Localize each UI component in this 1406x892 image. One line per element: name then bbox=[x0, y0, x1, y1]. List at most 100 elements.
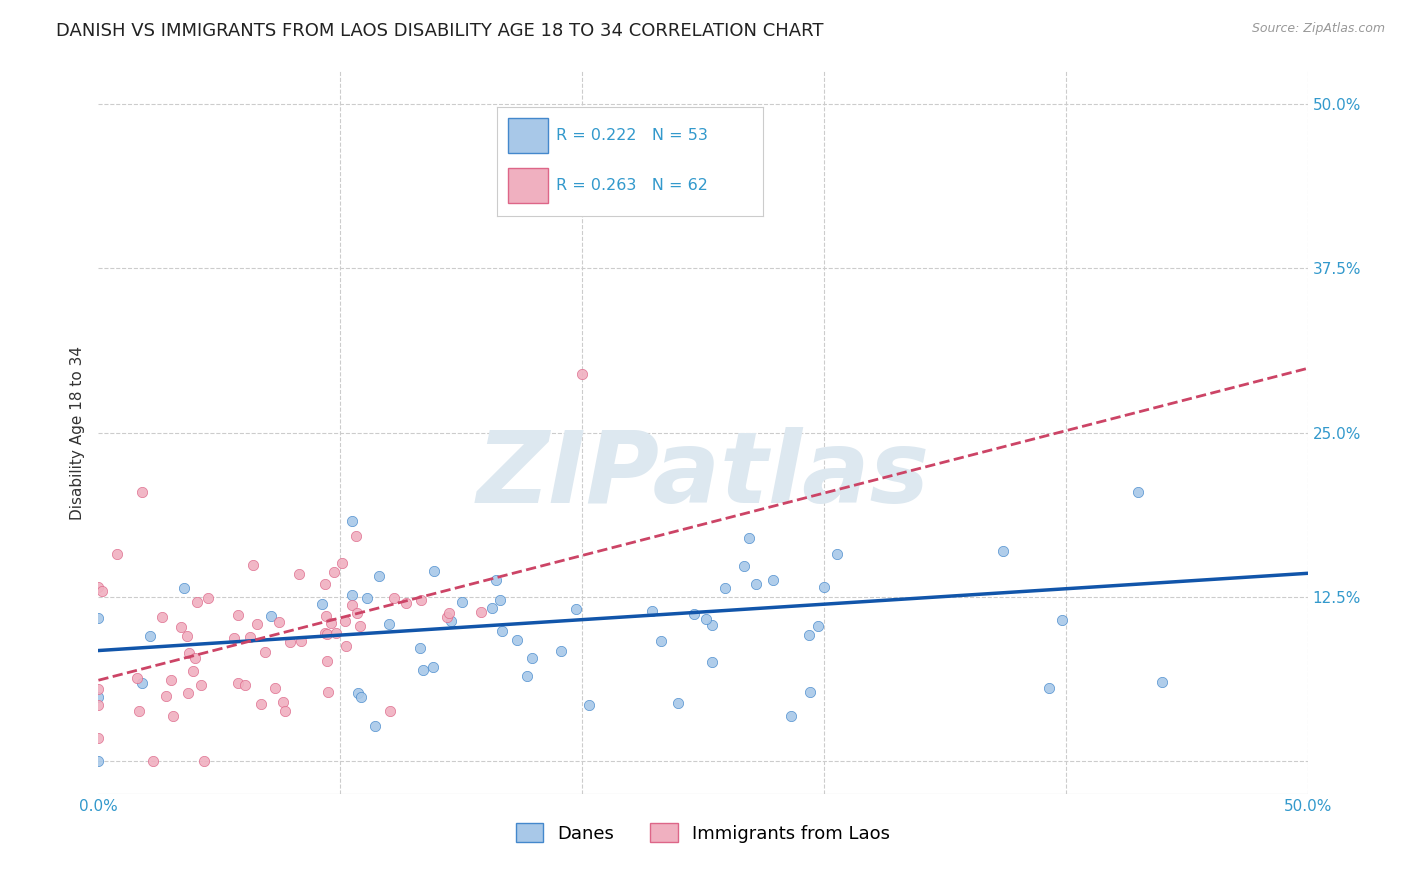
Point bbox=[346, 606, 368, 620]
Point bbox=[340, 589, 363, 603]
Point bbox=[733, 558, 755, 573]
Point bbox=[700, 618, 723, 632]
Point bbox=[1038, 681, 1060, 695]
Point bbox=[347, 686, 370, 700]
Point bbox=[450, 595, 472, 609]
Point bbox=[350, 690, 373, 704]
Point bbox=[314, 577, 336, 591]
Point bbox=[578, 698, 600, 712]
Point bbox=[87, 611, 110, 625]
Point bbox=[491, 624, 513, 638]
Point bbox=[127, 671, 149, 685]
Point bbox=[314, 625, 336, 640]
Point bbox=[516, 669, 538, 683]
Point bbox=[699, 202, 721, 217]
Point bbox=[278, 634, 301, 648]
Point bbox=[226, 608, 249, 623]
Point bbox=[249, 697, 271, 711]
Point bbox=[323, 565, 346, 579]
Point bbox=[378, 704, 401, 718]
Point bbox=[239, 631, 262, 645]
Point bbox=[254, 644, 277, 658]
Point bbox=[666, 697, 689, 711]
Point bbox=[288, 567, 311, 582]
Point bbox=[470, 605, 492, 619]
Point bbox=[738, 531, 761, 545]
Point bbox=[311, 597, 333, 611]
Point bbox=[87, 698, 110, 712]
Point bbox=[222, 631, 245, 645]
Point bbox=[190, 678, 212, 692]
Point bbox=[290, 634, 312, 648]
Text: ZIPatlas: ZIPatlas bbox=[477, 427, 929, 524]
Point bbox=[713, 581, 735, 595]
Point bbox=[105, 547, 128, 561]
Point bbox=[183, 651, 205, 665]
Point bbox=[378, 616, 401, 631]
Point bbox=[506, 632, 529, 647]
Point bbox=[695, 612, 717, 626]
Point bbox=[745, 576, 768, 591]
Point bbox=[271, 695, 294, 709]
Text: DANISH VS IMMIGRANTS FROM LAOS DISABILITY AGE 18 TO 34 CORRELATION CHART: DANISH VS IMMIGRANTS FROM LAOS DISABILIT… bbox=[56, 22, 824, 40]
Point bbox=[142, 754, 165, 768]
Point bbox=[550, 644, 572, 658]
Point bbox=[799, 628, 821, 642]
Point bbox=[267, 615, 290, 630]
Y-axis label: Disability Age 18 to 34: Disability Age 18 to 34 bbox=[70, 345, 86, 520]
Legend: Danes, Immigrants from Laos: Danes, Immigrants from Laos bbox=[509, 816, 897, 850]
Point bbox=[411, 593, 433, 607]
Point bbox=[489, 592, 512, 607]
Point bbox=[437, 606, 460, 620]
Point bbox=[412, 664, 434, 678]
Point bbox=[162, 709, 184, 723]
Point bbox=[264, 681, 287, 695]
Point bbox=[169, 620, 191, 634]
Point bbox=[150, 610, 173, 624]
Point bbox=[128, 704, 150, 718]
Point bbox=[409, 641, 432, 656]
Point bbox=[226, 675, 249, 690]
Point bbox=[436, 610, 458, 624]
Point bbox=[274, 705, 297, 719]
Point bbox=[131, 484, 153, 499]
Point bbox=[422, 660, 444, 674]
Point bbox=[520, 650, 543, 665]
Point bbox=[87, 681, 110, 696]
Point bbox=[242, 558, 264, 572]
Point bbox=[762, 573, 785, 587]
Point bbox=[176, 629, 198, 643]
Point bbox=[367, 569, 389, 583]
Point bbox=[335, 639, 357, 653]
Point bbox=[571, 367, 593, 381]
Point bbox=[193, 754, 215, 768]
Point bbox=[330, 556, 353, 570]
Point bbox=[344, 529, 367, 543]
Point bbox=[319, 616, 342, 631]
Point bbox=[131, 676, 153, 690]
Point bbox=[799, 685, 821, 699]
Point bbox=[316, 627, 339, 641]
Point bbox=[183, 664, 205, 678]
Point bbox=[440, 614, 463, 628]
Point bbox=[316, 684, 339, 698]
Point bbox=[1152, 675, 1174, 690]
Point bbox=[565, 602, 588, 616]
Point bbox=[259, 609, 281, 624]
Point bbox=[485, 574, 508, 588]
Point bbox=[139, 629, 162, 643]
Point bbox=[364, 719, 387, 733]
Point bbox=[650, 634, 672, 648]
Point bbox=[807, 619, 830, 633]
Point bbox=[87, 754, 110, 768]
Point bbox=[315, 654, 337, 668]
Point bbox=[1128, 484, 1150, 499]
Point bbox=[641, 604, 664, 618]
Point bbox=[340, 515, 363, 529]
Point bbox=[1050, 613, 1073, 627]
Point bbox=[395, 596, 418, 610]
Point bbox=[780, 708, 803, 723]
Point bbox=[382, 591, 405, 605]
Point bbox=[315, 608, 337, 623]
Text: Source: ZipAtlas.com: Source: ZipAtlas.com bbox=[1251, 22, 1385, 36]
